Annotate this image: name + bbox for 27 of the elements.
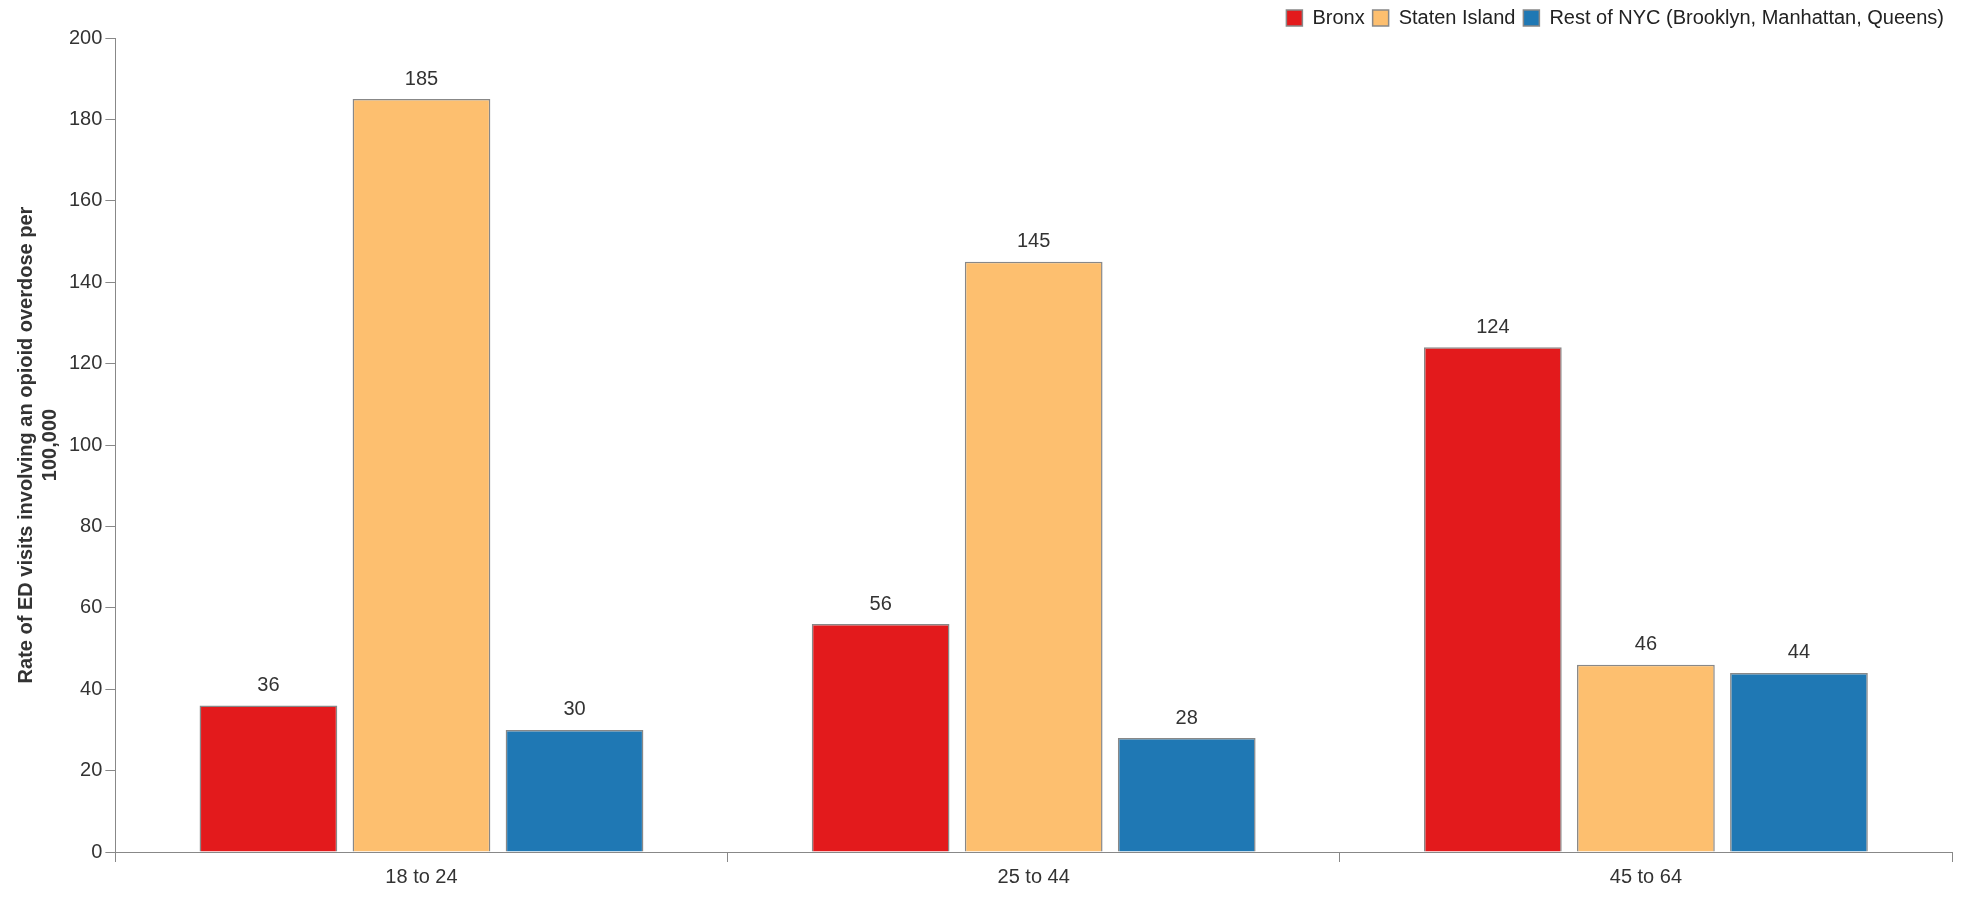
y-tick-label: 20 — [80, 758, 103, 781]
data-label: 30 — [563, 697, 586, 720]
data-label: 145 — [1017, 229, 1051, 252]
y-tick-label: 200 — [68, 25, 103, 48]
data-label: 28 — [1175, 705, 1198, 728]
y-tick-label: 0 — [91, 839, 103, 862]
y-tick-label: 140 — [68, 269, 103, 292]
x-tick-label: 18 to 24 — [385, 864, 458, 887]
data-label: 124 — [1476, 314, 1510, 337]
legend-label: Staten Island — [1398, 5, 1516, 28]
y-tick-label: 180 — [68, 106, 103, 129]
data-label: 44 — [1787, 640, 1811, 663]
x-tick-label: 25 to 44 — [997, 864, 1070, 887]
y-tick-label: 100 — [68, 432, 103, 455]
data-label: 56 — [869, 591, 892, 614]
y-tick-label: 120 — [68, 351, 103, 374]
x-tick-label: 45 to 64 — [1609, 864, 1683, 887]
y-axis-title: Rate of ED visits involving an opioid overdose per 100,000 — [13, 206, 60, 684]
y-tick-label: 40 — [80, 676, 103, 699]
legend-label: Rest of NYC (Brooklyn, Manhattan, Queens) — [1549, 5, 1945, 28]
y-tick-label: 80 — [80, 513, 103, 536]
data-label: 185 — [404, 66, 439, 89]
data-label: 46 — [1634, 632, 1658, 655]
y-tick-label: 160 — [68, 188, 103, 211]
legend-label: Bronx — [1312, 5, 1365, 28]
data-label: 36 — [257, 673, 280, 695]
y-tick-label: 60 — [80, 595, 103, 618]
